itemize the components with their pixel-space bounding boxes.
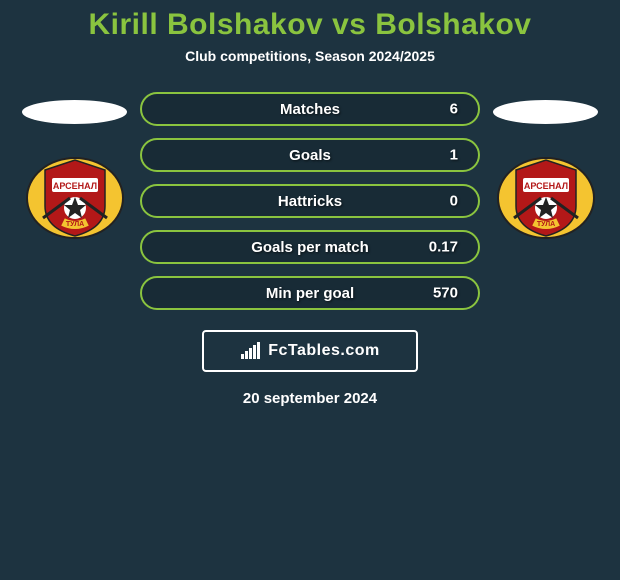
comparison-widget: Kirill Bolshakov vs Bolshakov Club compe… [0,0,620,407]
arsenal-tula-badge-icon: АРСЕНАЛ ТУЛА [25,156,125,240]
stat-value: 570 [433,285,458,302]
brand-label: FcTables.com [268,342,380,360]
stat-label: Goals [289,147,331,164]
brand-box[interactable]: FcTables.com [202,330,418,372]
stat-row-hattricks: Hattricks 0 [140,184,480,218]
svg-text:АРСЕНАЛ: АРСЕНАЛ [52,181,96,191]
date-label: 20 september 2024 [0,390,620,407]
player-left-column: АРСЕНАЛ ТУЛА [17,88,132,240]
stat-value: 6 [450,101,458,118]
stat-row-min-per-goal: Min per goal 570 [140,276,480,310]
stats-column: Matches 6 Goals 1 Hattricks 0 Goals per … [140,92,480,310]
page-subtitle: Club competitions, Season 2024/2025 [0,48,620,64]
stat-value: 1 [450,147,458,164]
stat-value: 0.17 [429,239,458,256]
arsenal-tula-badge-icon: АРСЕНАЛ ТУЛА [496,156,596,240]
stat-row-matches: Matches 6 [140,92,480,126]
stat-label: Min per goal [266,285,354,302]
player-right-column: АРСЕНАЛ ТУЛА [488,88,603,240]
page-title: Kirill Bolshakov vs Bolshakov [0,8,620,42]
stat-row-goals: Goals 1 [140,138,480,172]
club-badge-right: АРСЕНАЛ ТУЛА [496,156,596,240]
bar-chart-icon [240,342,262,360]
club-badge-left: АРСЕНАЛ ТУЛА [25,156,125,240]
stat-label: Matches [280,101,340,118]
stat-row-goals-per-match: Goals per match 0.17 [140,230,480,264]
svg-text:АРСЕНАЛ: АРСЕНАЛ [523,181,567,191]
content-row: АРСЕНАЛ ТУЛА Matches 6 Goals 1 Ha [0,88,620,310]
stat-value: 0 [450,193,458,210]
stat-label: Goals per match [251,239,369,256]
player-right-avatar [493,100,598,124]
svg-text:ТУЛА: ТУЛА [536,221,554,228]
svg-text:ТУЛА: ТУЛА [65,221,83,228]
player-left-avatar [22,100,127,124]
stat-label: Hattricks [278,193,342,210]
